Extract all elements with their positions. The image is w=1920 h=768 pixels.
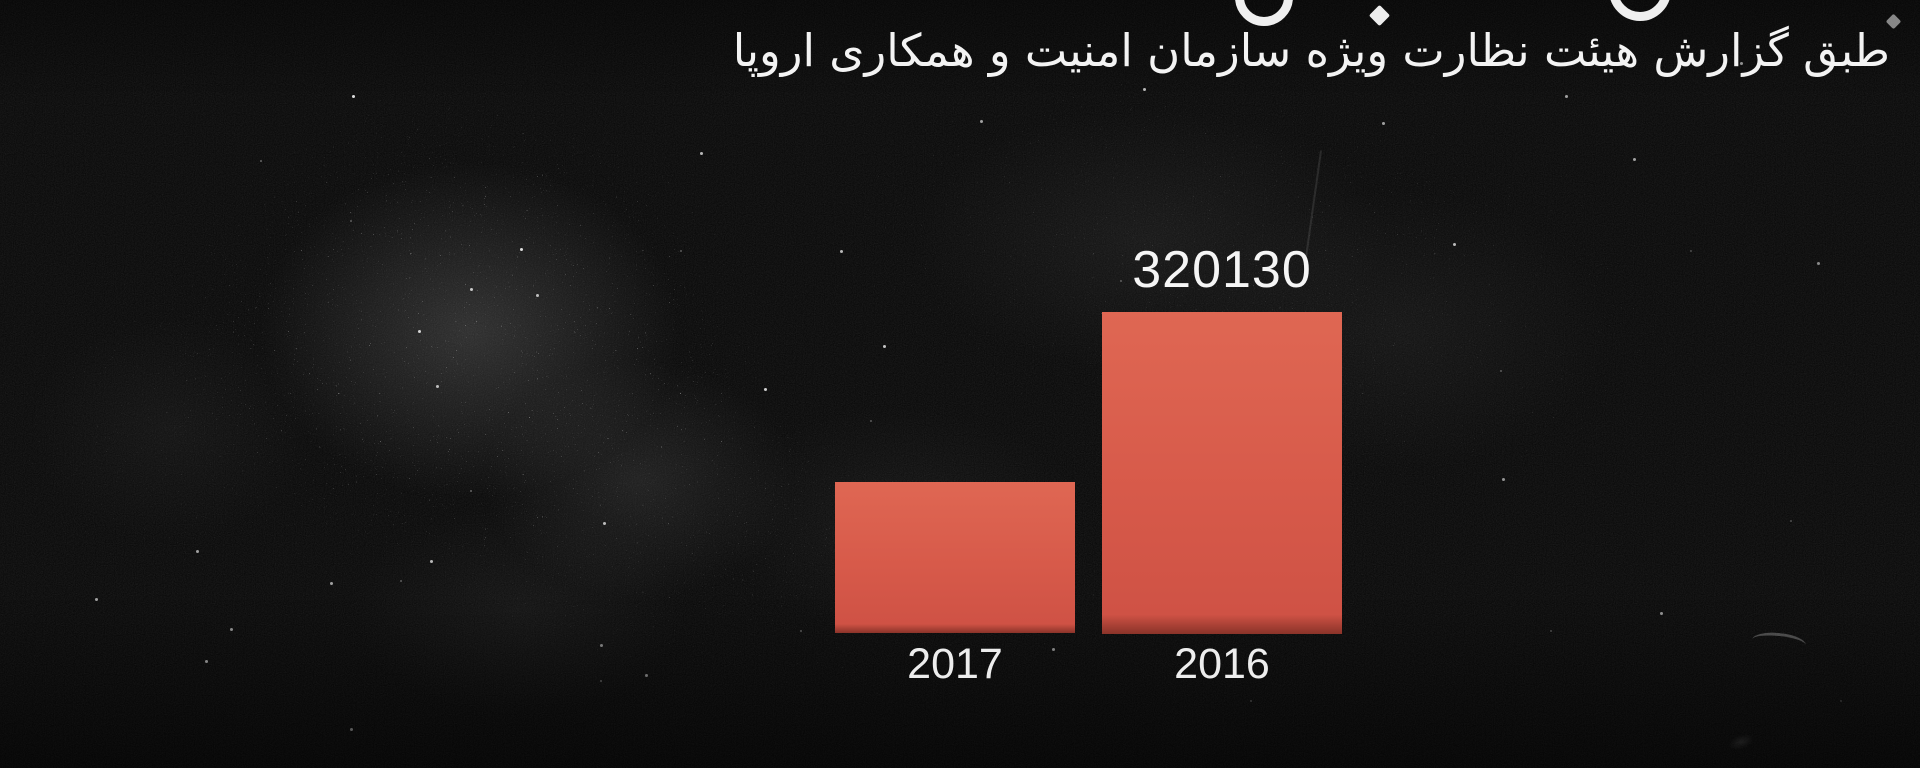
background-speckles-faint [260,160,262,162]
bar-value-label-2016: 320130 [1132,241,1312,299]
bar-2016 [1102,312,1342,634]
axis-label-2016: 2016 [1174,640,1270,688]
axis-label-2017: 2017 [907,640,1003,688]
background-speckles [352,95,355,98]
bar-2017 [835,482,1075,633]
subtitle-text: طبق گزارش هیئت نظارت ویژه سازمان امنیت و… [732,24,1890,77]
